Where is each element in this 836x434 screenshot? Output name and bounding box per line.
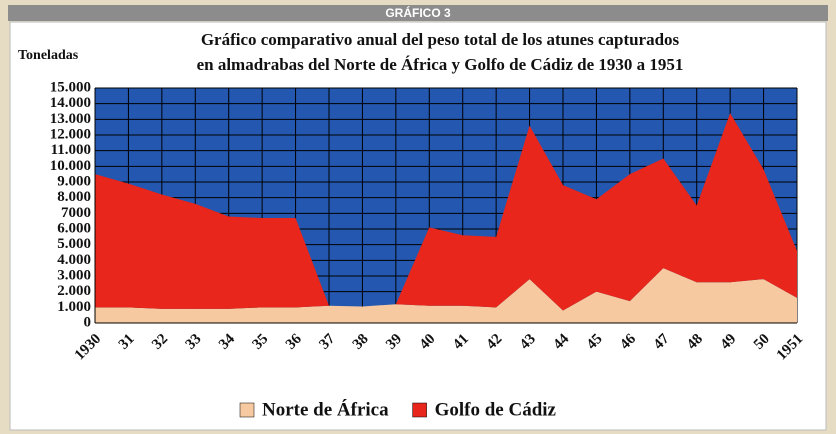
y-tick-label: 6.000 xyxy=(57,220,91,236)
y-tick-label: 9.000 xyxy=(57,173,91,189)
chart-title: en almadrabas del Norte de África y Golf… xyxy=(197,55,684,74)
y-axis-label: Toneladas xyxy=(18,48,79,63)
y-tick-label: 2.000 xyxy=(57,283,91,299)
header: GRÁFICO 3 xyxy=(385,5,451,20)
legend-swatch xyxy=(412,402,427,418)
y-tick-label: 5.000 xyxy=(57,236,91,252)
legend-label: Golfo de Cádiz xyxy=(435,399,557,420)
legend-swatch xyxy=(239,402,255,418)
y-tick-label: 1.000 xyxy=(57,299,91,315)
area xyxy=(95,113,797,311)
y-tick-label: 12.000 xyxy=(50,126,91,142)
y-tick-label: 0 xyxy=(84,314,92,330)
chart-title: Gráfico comparativo anual del peso total… xyxy=(201,30,680,49)
y-tick-label: 11.000 xyxy=(51,142,91,158)
y-tick-label: 3.000 xyxy=(57,267,91,283)
y-tick-label: 10.000 xyxy=(50,158,91,174)
header-bar xyxy=(8,5,828,21)
area xyxy=(95,268,797,323)
legend-label: Norte de África xyxy=(262,398,389,420)
y-tick-label: 4.000 xyxy=(57,252,91,268)
y-tick-label: 8.000 xyxy=(57,189,91,205)
y-tick-label: 14.000 xyxy=(50,95,91,111)
y-tick-label: 15.000 xyxy=(50,79,91,95)
y-tick-label: 13.000 xyxy=(50,111,91,127)
y-tick-label: 7000 xyxy=(61,205,91,221)
